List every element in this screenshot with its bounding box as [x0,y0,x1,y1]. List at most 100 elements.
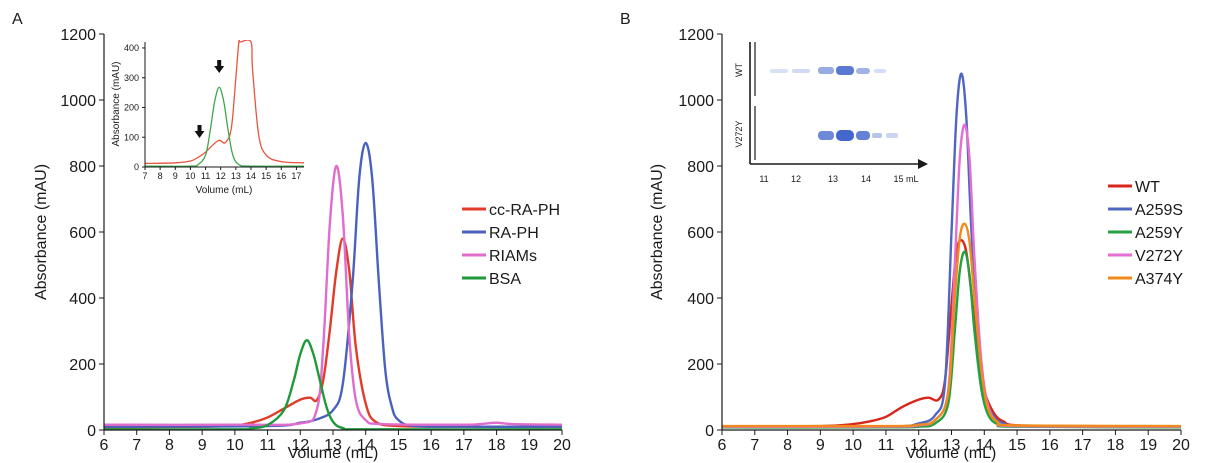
chart-b-x-tick-label: 15 [1008,437,1026,454]
chart-a-x-tick-label: 14 [357,437,375,454]
chart-a-inset-x-tick-label: 17 [291,171,301,181]
gel-bands-v272y [818,130,898,141]
chart-a-legend-label-bsa: BSA [489,271,521,288]
chart-a-series-riams [104,164,562,427]
chart-b-x-axis-label: Volume (mL) [906,445,997,462]
chart-b-x-tick-label: 17 [1074,437,1092,454]
chart-b-legend: WT A259S A259Y V272Y A374Y [1108,179,1183,288]
gel-band [874,69,886,73]
chart-a-inset-y-ticks: 0 100 200 300 400 [124,43,145,172]
chart-a-series-group [104,141,562,430]
chart-b-legend-label-wt: WT [1135,179,1160,196]
chart-a-x-tick-label: 19 [520,437,538,454]
chart-a-inset-x-tick-label: 11 [201,171,210,181]
chart-a-inset-y-tick-label: 0 [134,162,139,172]
chart-b-series-group [722,72,1181,429]
chart-b-y-tick-label: 600 [687,225,714,242]
chart-a-x-tick-label: 17 [455,437,473,454]
chart-b-y-axis-label: Absorbance (mAU) [649,164,666,300]
gel-bands-wt [770,66,886,75]
chart-a-x-ticks: 6 7 8 9 10 11 12 13 14 15 16 17 18 19 20 [100,430,571,454]
chart-a-inset: 7 8 9 10 11 12 13 14 15 16 17 0 100 200 300 400 Volume… [111,40,304,196]
chart-a-series-cc-ra-ph [104,237,562,429]
chart-a-inset-x-tick-label: 16 [276,171,286,181]
gel-band [856,131,870,140]
gel-tick-label: 12 [791,174,801,184]
chart-a-inset-x-tick-label: 14 [246,171,256,181]
chart-b-x-ticks: 6 7 8 9 10 11 12 13 14 15 16 17 18 19 20 [718,430,1190,454]
chart-a-y-tick-label: 600 [69,225,96,242]
chart-a-legend-label-cc-ra-ph: cc-RA-PH [489,202,560,219]
chart-a-x-tick-label: 16 [422,437,440,454]
chart-b-x-tick-label: 13 [943,437,961,454]
gel-band [792,69,810,73]
chart-b-x-tick-label: 10 [844,437,862,454]
gel-lane-label-v272y: V272Y [734,120,744,147]
chart-panel-a: 6 7 8 9 10 11 12 13 14 15 16 17 18 19 20 0200400600800… [33,27,571,462]
chart-b-y-tick-label: 200 [687,357,714,374]
panel-letter-b: B [620,11,631,28]
chart-a-y-tick-label: 1000 [60,93,96,110]
chart-a-y-tick-label: 0 [87,423,96,440]
chart-b-legend-label-a374y: A374Y [1135,271,1183,288]
chart-a-inset-x-tick-label: 7 [142,171,147,181]
chart-a-inset-y-tick-label: 300 [124,73,139,83]
gel-tick-label: 13 [828,174,838,184]
gel-band [856,68,870,74]
chart-a-inset-x-tick-label: 13 [231,171,241,181]
chart-a-y-tick-label: 200 [69,357,96,374]
chart-a-x-tick-label: 8 [165,437,174,454]
gel-band [818,131,834,140]
chart-a-y-tick-label: 400 [69,291,96,308]
chart-panel-b: 6 7 8 9 10 11 12 13 14 15 16 17 18 19 20 0 200 400 600 800… [649,27,1190,462]
chart-a-inset-x-tick-label: 8 [158,171,163,181]
chart-a-series-bsa [104,339,562,430]
chart-b-x-tick-label: 19 [1139,437,1157,454]
chart-b-series-a374y [722,222,1181,428]
chart-b-x-tick-label: 14 [975,437,993,454]
chart-a-inset-x-tick-label: 15 [261,171,271,181]
gel-band [836,130,854,141]
chart-a-x-tick-label: 15 [390,437,408,454]
gel-band [836,66,854,75]
chart-b-y-tick-label: 400 [687,291,714,308]
chart-b-legend-label-a259y: A259Y [1135,225,1183,242]
chart-a-x-tick-label: 6 [100,437,109,454]
chart-a-inset-down-arrow-icon [194,125,205,138]
chart-a-inset-series-group [145,40,304,167]
chart-b-x-tick-label: 12 [910,437,928,454]
chart-a-inset-x-axis-label: Volume (mL) [196,185,253,196]
gel-band [818,67,834,74]
chart-b-y-tick-label: 1000 [678,93,714,110]
chart-a-x-tick-label: 12 [291,437,309,454]
chart-b-legend-label-a259s: A259S [1135,202,1183,219]
gel-lane-label-wt: WT [734,63,744,77]
chart-a-x-tick-label: 9 [198,437,207,454]
chart-b-gel-inset: WT V272Y 11 12 13 14 [734,42,928,184]
panel-letter-a: A [12,11,23,28]
chart-b-y-tick-label: 0 [705,423,714,440]
chart-a-inset-x-tick-label: 9 [173,171,178,181]
chart-a-x-axis-label: Volume (mL) [288,445,379,462]
chart-a-y-ticks: 0 200 400 600 800 1000 1200 [60,27,104,440]
chart-a-inset-y-tick-label: 200 [124,103,139,113]
gel-tick-label: 11 [759,174,768,184]
chart-b-y-tick-label: 1200 [678,27,714,44]
chart-a-inset-y-axis-label: Absorbance (mAU) [111,61,122,146]
chart-a-legend-label-riams: RIAMs [489,248,537,265]
chart-a-y-axis-label: Absorbance (mAU) [33,164,50,300]
chart-a-y-tick-label: 1200 [60,27,96,44]
chart-a-y-tick-label: 800 [69,159,96,176]
chart-a-x-tick-label: 20 [553,437,571,454]
chart-b-x-tick-label: 6 [718,437,727,454]
gel-axis-arrowhead [918,159,928,169]
chart-b-x-tick-label: 20 [1172,437,1190,454]
gel-axis-tick-labels: 11 12 13 14 15 mL [759,174,918,184]
chart-a-legend-label-ra-ph: RA-PH [489,225,539,242]
chart-b-x-tick-label: 18 [1107,437,1125,454]
chart-a-inset-y-tick-label: 100 [124,132,139,142]
gel-tick-label: 15 mL [893,174,918,184]
chart-b-y-ticks: 0 200 400 600 800 1000 1200 [678,27,722,440]
gel-band [886,133,898,138]
chart-b-legend-label-v272y: V272Y [1135,248,1183,265]
